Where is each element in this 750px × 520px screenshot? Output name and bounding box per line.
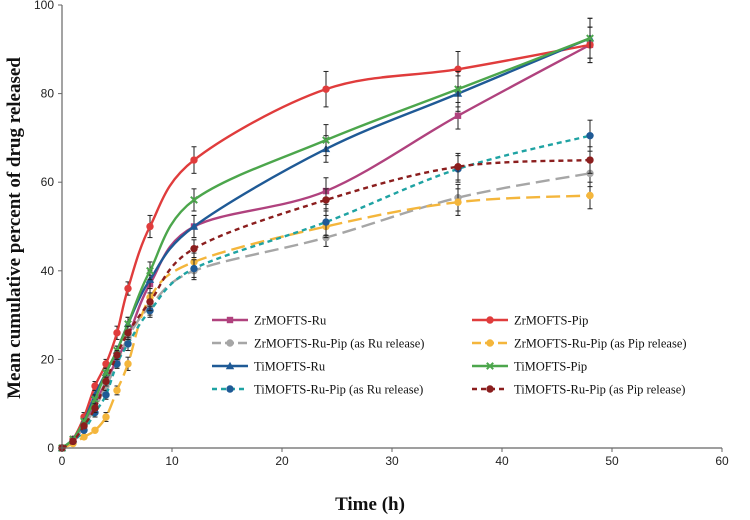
legend-entry: ZrMOFTS-Ru-Pip (as Pip release) [472,337,687,351]
y-tick-label: 40 [41,264,55,278]
data-point [454,112,462,119]
y-axis-title: Mean cumulative percent of drug released [4,57,25,399]
data-point [454,198,462,206]
y-tick-label: 100 [34,0,54,12]
legend-entry: TiMOFTS-Ru-Pip (as Ru release) [212,383,423,397]
data-point [454,162,462,171]
legend-label: TiMOFTS-Ru [254,360,326,374]
data-point [586,34,594,43]
legend-swatch-marker [486,385,494,393]
series-timofts-ru-pip-as-ru-release [58,119,594,452]
legend-swatch-marker [486,362,494,370]
marker-stroke [146,266,154,275]
x-tick-label: 10 [165,454,179,468]
legend-entry: ZrMOFTS-Ru [212,314,327,328]
data-point [80,422,88,430]
y-tick-label: 80 [41,87,55,101]
legend: ZrMOFTS-Ru ZrMOFTS-Pip ZrMOFTS-Ru-Pip (as … [212,314,687,397]
data-point [102,391,110,399]
legend-label: ZrMOFTS-Ru-Pip (as Ru release) [254,337,424,351]
data-point [102,368,110,377]
data-point [322,218,330,226]
legend-entry: TiMOFTS-Ru [212,360,326,374]
data-point [146,222,154,231]
x-tick-label: 60 [715,454,729,468]
legend-entry: ZrMOFTS-Ru-Pip (as Ru release) [212,337,424,351]
marker-stroke [486,362,494,370]
data-point [102,377,110,386]
y-tick-label: 0 [47,441,54,455]
data-point [190,244,198,253]
legend-label: ZrMOFTS-Pip [514,314,588,328]
data-point [91,395,99,404]
data-point [146,266,154,275]
legend-label: ZrMOFTS-Ru [254,314,327,328]
data-point [113,386,121,395]
data-point [454,85,462,94]
legend-swatch-marker [486,316,494,324]
y-tick-label: 60 [41,175,55,189]
data-point [91,426,99,434]
data-point [102,413,110,421]
legend-swatch-marker [225,361,235,370]
marker-stroke [91,395,99,404]
data-point [113,329,121,337]
x-tick-label: 20 [275,454,289,468]
data-point [190,264,198,273]
x-axis-title: Time (h) [335,494,405,515]
legend-entry: ZrMOFTS-Pip [472,314,588,328]
legend-label: TiMOFTS-Ru-Pip (as Pip release) [514,383,685,397]
x-tick-label: 30 [385,454,399,468]
data-point [189,222,199,230]
data-point [586,156,594,164]
data-point [190,196,198,204]
data-point [124,340,132,348]
marker-stroke [586,34,594,43]
data-point [146,298,154,306]
marker-stroke [454,85,462,94]
data-point [69,437,77,446]
legend-swatch-marker [226,339,234,347]
axes-layer: 0 10 20 30 40 50 60 0 20 40 60 80 100 [34,0,729,468]
legend-entry: TiMOFTS-Pip [472,360,587,374]
legend-swatch-marker [226,385,234,393]
data-point [124,360,132,368]
y-tick-label: 20 [41,352,55,366]
data-point [322,136,330,145]
legend-swatch-marker [226,316,234,324]
series-zrmofts-ru-pip-as-pip-release [58,181,594,452]
data-point [322,196,330,204]
data-point [91,404,99,412]
legend-label: TiMOFTS-Pip [514,360,587,374]
series-timofts-ru-pip-as-pip-release [58,146,594,452]
data-point [586,131,594,140]
legend-swatch-marker [486,339,494,347]
x-tick-label: 0 [59,454,66,468]
marker-stroke [322,136,330,145]
marker-stroke [102,368,110,377]
data-point [102,360,110,368]
data-point [586,191,594,200]
data-point [91,382,99,390]
legend-label: TiMOFTS-Ru-Pip (as Ru release) [254,383,423,397]
marker-stroke [190,196,198,204]
x-tick-label: 40 [495,454,509,468]
data-point [113,351,121,359]
data-point [80,433,88,441]
data-point [124,284,132,293]
legend-label: ZrMOFTS-Ru-Pip (as Pip release) [514,337,687,351]
x-tick-label: 50 [605,454,619,468]
legend-entry: TiMOFTS-Ru-Pip (as Pip release) [472,383,685,397]
data-point [124,329,132,337]
data-point [190,156,198,164]
data-point [322,85,330,93]
